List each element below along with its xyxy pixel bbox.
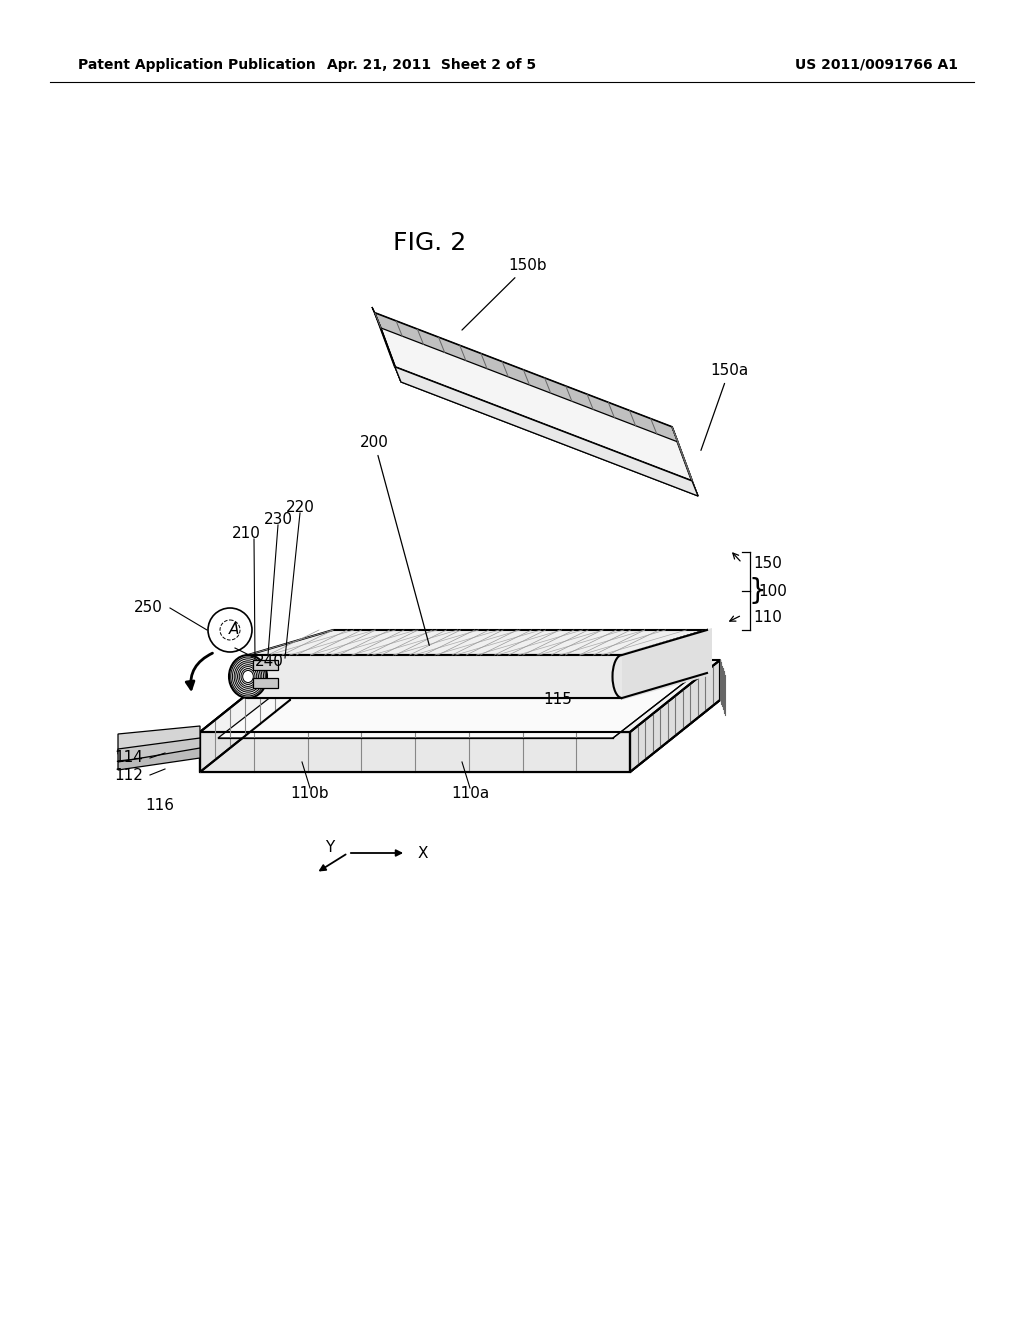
Ellipse shape: [238, 665, 258, 688]
Text: 150: 150: [753, 556, 782, 570]
Polygon shape: [253, 660, 278, 671]
Text: 110a: 110a: [451, 785, 489, 800]
Text: 110: 110: [753, 610, 782, 624]
Polygon shape: [395, 367, 698, 496]
Text: 200: 200: [360, 436, 429, 645]
Text: 250: 250: [134, 601, 163, 615]
Text: X: X: [418, 846, 428, 861]
Ellipse shape: [232, 659, 263, 694]
Polygon shape: [672, 426, 698, 496]
Text: 210: 210: [232, 527, 261, 541]
Text: Apr. 21, 2011  Sheet 2 of 5: Apr. 21, 2011 Sheet 2 of 5: [328, 58, 537, 73]
Polygon shape: [118, 748, 200, 770]
Text: }: }: [748, 577, 766, 605]
Polygon shape: [375, 313, 692, 480]
Polygon shape: [200, 660, 720, 733]
Ellipse shape: [229, 655, 267, 698]
Polygon shape: [253, 678, 278, 688]
Ellipse shape: [612, 655, 632, 698]
Ellipse shape: [236, 663, 260, 690]
Polygon shape: [248, 630, 707, 655]
Text: 116: 116: [145, 797, 174, 813]
Polygon shape: [248, 655, 622, 698]
Polygon shape: [248, 673, 707, 698]
Text: Y: Y: [326, 840, 335, 854]
Text: 150b: 150b: [462, 257, 547, 330]
Polygon shape: [200, 660, 290, 772]
Polygon shape: [372, 308, 381, 327]
Text: 112: 112: [114, 767, 143, 783]
Text: 240: 240: [255, 655, 284, 669]
Ellipse shape: [230, 657, 265, 696]
Polygon shape: [200, 733, 630, 772]
FancyArrowPatch shape: [351, 850, 401, 855]
Text: 230: 230: [264, 512, 293, 528]
Polygon shape: [200, 700, 720, 772]
Polygon shape: [622, 630, 707, 698]
Ellipse shape: [241, 668, 255, 685]
Polygon shape: [118, 726, 200, 754]
Ellipse shape: [243, 671, 253, 682]
Text: US 2011/0091766 A1: US 2011/0091766 A1: [795, 58, 958, 73]
Text: A: A: [228, 623, 240, 638]
Text: 100: 100: [758, 583, 786, 598]
Polygon shape: [375, 313, 678, 442]
Polygon shape: [375, 313, 401, 381]
Polygon shape: [118, 738, 200, 762]
Text: 110b: 110b: [291, 785, 330, 800]
Text: 220: 220: [286, 500, 314, 516]
Polygon shape: [395, 367, 698, 496]
Text: FIG. 2: FIG. 2: [393, 231, 467, 255]
Ellipse shape: [240, 667, 257, 686]
Text: Patent Application Publication: Patent Application Publication: [78, 58, 315, 73]
Polygon shape: [622, 628, 712, 700]
Ellipse shape: [234, 661, 262, 692]
Polygon shape: [218, 668, 703, 738]
Text: 114: 114: [114, 751, 143, 766]
Text: 150a: 150a: [700, 363, 749, 450]
Text: 115: 115: [543, 693, 571, 708]
FancyArrowPatch shape: [186, 653, 212, 689]
Polygon shape: [630, 660, 720, 772]
FancyArrowPatch shape: [321, 854, 346, 870]
